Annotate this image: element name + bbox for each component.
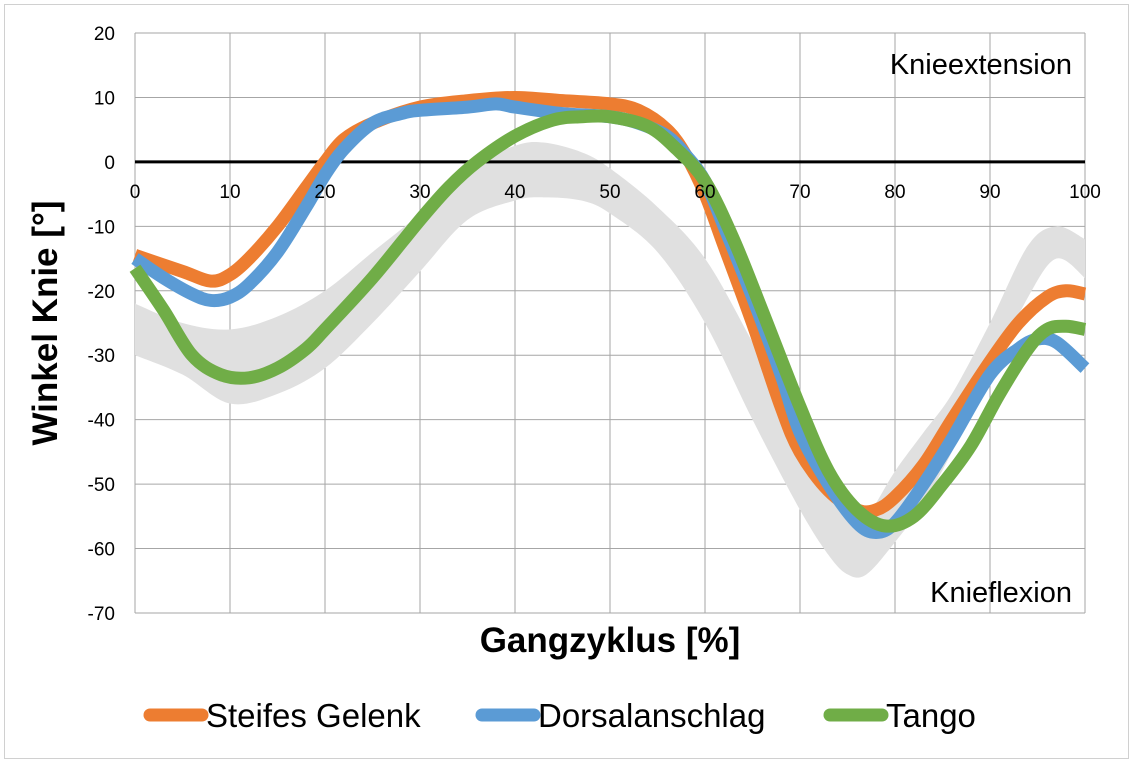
x-tick-label: 80 [884,182,905,203]
annotation-extension: Knieextension [890,49,1072,81]
y-tick-label: 20 [94,24,115,45]
series-line-tango [129,109,1087,533]
y-tick-label: -10 [88,217,115,238]
y-axis-label: Winkel Knie [°] [26,200,65,445]
y-tick-label: -30 [88,346,115,367]
y-tick-label: -40 [88,411,115,432]
x-tick-label: 50 [599,182,620,203]
x-tick-label: 100 [1069,182,1101,203]
x-tick-label: 70 [789,182,810,203]
x-tick-label: 60 [694,182,715,203]
y-tick-label: 10 [94,88,115,109]
x-axis-label: Gangzyklus [%] [480,621,741,660]
x-tick-label: 30 [409,182,430,203]
x-tick-label: 10 [219,182,240,203]
norm-band-area [135,141,1085,578]
y-tick-label: -70 [88,604,115,625]
legend-label: Tango [886,697,976,734]
series-lines [129,90,1090,539]
y-tick-label: 0 [104,153,115,174]
legend: Steifes Gelenk Dorsalanschlag Tango [143,697,976,734]
chart-border [4,4,1129,759]
annotation-flexion: Knieflexion [930,577,1072,609]
legend-label: Dorsalanschlag [538,697,765,734]
y-tick-label: -50 [88,475,115,496]
x-tick-label: 0 [130,182,141,203]
norm-band [135,141,1085,578]
x-tick-label: 90 [979,182,1000,203]
y-tick-label: -20 [88,282,115,303]
tick-labels: 0 10 20 30 40 50 60 70 80 90 10020100-10-20-30-40-… [88,24,1101,625]
x-tick-label: 40 [504,182,525,203]
x-tick-label: 20 [314,182,335,203]
y-tick-label: -60 [88,540,115,561]
legend-label: Steifes Gelenk [206,697,421,734]
